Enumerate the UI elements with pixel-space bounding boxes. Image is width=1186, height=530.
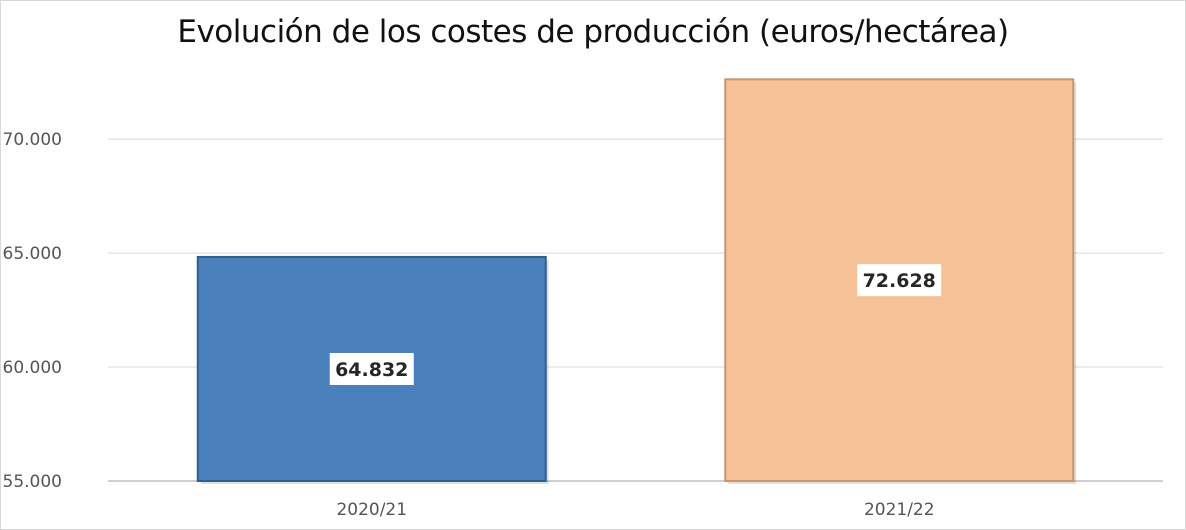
data-label: 72.628 [863,270,936,292]
y-tick-label: 70.000 [3,130,62,150]
data-label: 64.832 [335,359,408,381]
x-tick-label: 2020/21 [336,500,407,520]
x-axis: 2020/21 2021/22 [336,500,934,520]
data-labels: 64.832 72.628 [329,264,942,385]
y-tick-label: 60.000 [3,358,62,378]
data-label-box [329,352,414,385]
data-label-box [857,264,942,297]
bars [196,78,1077,484]
y-tick-label: 65.000 [3,244,62,264]
y-tick-label: 55.000 [3,472,62,492]
chart-title: Evolución de los costes de producción (e… [177,14,1009,50]
y-axis: 55.000 60.000 65.000 70.000 [3,130,62,492]
x-tick-label: 2021/22 [864,500,935,520]
